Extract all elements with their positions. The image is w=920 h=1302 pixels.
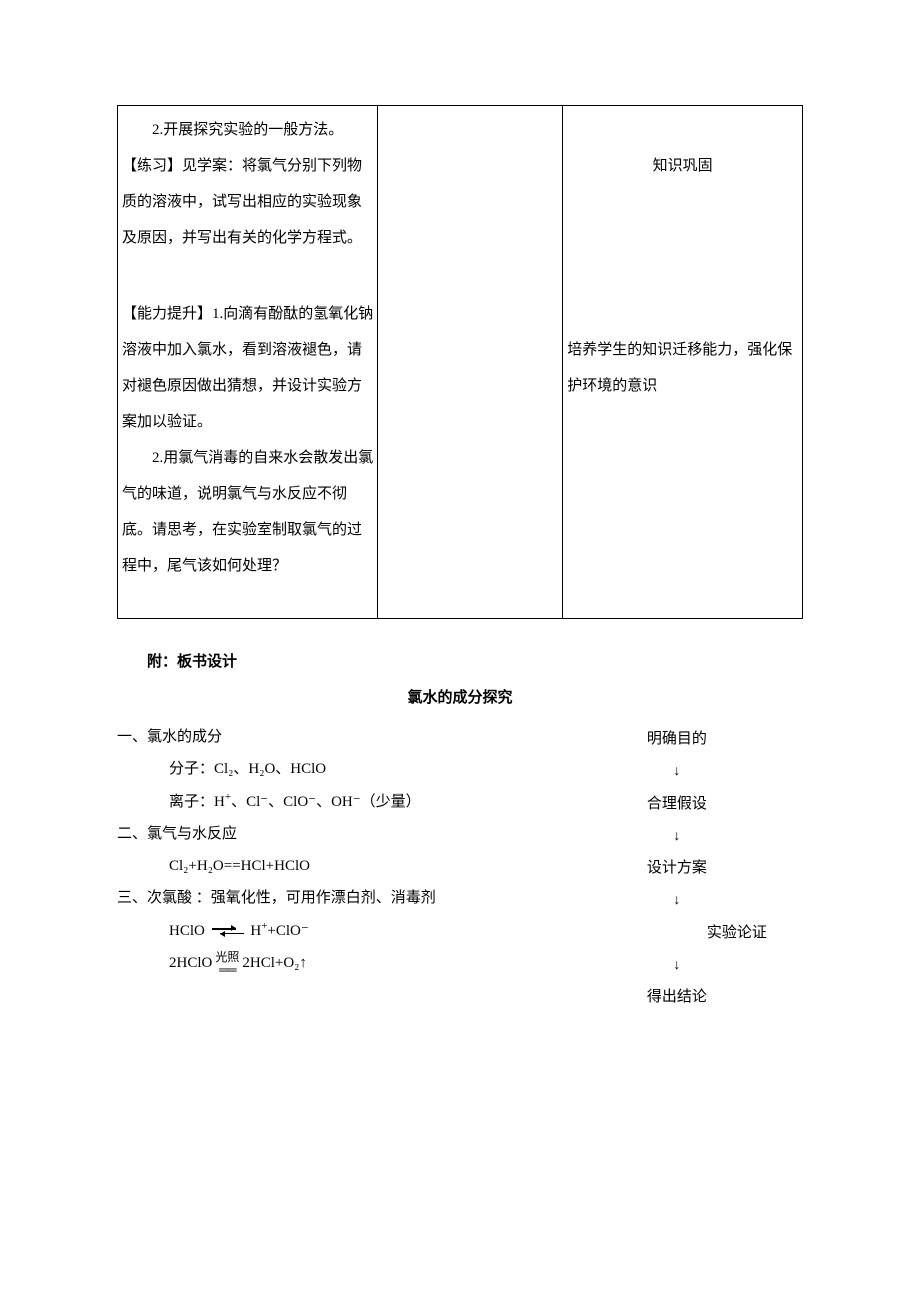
arrow-down-icon: ↓ [551, 949, 803, 981]
ions-line: 离子：H+、Cl⁻、ClO⁻、OH⁻（少量） [117, 786, 521, 818]
para-ability2: 2.用氯气消毒的自来水会散发出氯气的味道，说明氯气与水反应不彻底。请思考，在实验… [122, 440, 373, 584]
rxn3: 2HClO 光照 ══ 2HCl+O₂↑ [169, 947, 307, 979]
para-method: 2.开展探究实验的一般方法。 [122, 112, 373, 148]
molecules-line: 分子：Cl₂、H₂O、HClO [117, 753, 521, 785]
note-consolidate: 知识巩固 [567, 148, 798, 184]
section-2: 二、氯气与水反应 [117, 818, 521, 850]
spacer [567, 184, 798, 332]
spacer [122, 584, 373, 608]
label-practice: 【练习】 [122, 158, 182, 174]
arrow-down-icon: ↓ [551, 884, 803, 916]
col-student-activity [378, 106, 563, 619]
col-design-intent: 知识巩固 培养学生的知识迁移能力，强化保护环境的意识 [563, 106, 803, 619]
col-teacher-activity: 2.开展探究实验的一般方法。 【练习】见学案：将氯气分别下列物质的溶液中，试写出… [118, 106, 378, 619]
lesson-table: 2.开展探究实验的一般方法。 【练习】见学案：将氯气分别下列物质的溶液中，试写出… [117, 105, 803, 619]
section-1: 一、氯水的成分 [117, 721, 521, 753]
spacer [567, 112, 798, 148]
text-ability1: 1.向滴有酚酞的氢氧化钠溶液中加入氯水，看到溶液褪色，请对褪色原因做出猜想，并设… [122, 306, 373, 430]
step-1: 明确目的 [551, 723, 803, 755]
spacer [122, 256, 373, 296]
note-transfer: 培养学生的知识迁移能力，强化保护环境的意识 [567, 332, 798, 404]
board-title: 氯水的成分探究 [117, 683, 803, 713]
rxn2-rhs-post: +ClO⁻ [267, 923, 308, 939]
ions-post: 、Cl⁻、ClO⁻、OH⁻（少量） [231, 794, 421, 810]
equilibrium-arrow-icon [212, 926, 244, 936]
table-row: 2.开展探究实验的一般方法。 【练习】见学案：将氯气分别下列物质的溶液中，试写出… [118, 106, 803, 619]
label-ability: 【能力提升】 [122, 306, 212, 322]
step-2: 合理假设 [551, 788, 803, 820]
reaction-1: Cl₂+H₂O==HCl+HClO [117, 850, 521, 882]
step-3: 设计方案 [551, 852, 803, 884]
board-left: 一、氯水的成分 分子：Cl₂、H₂O、HClO 离子：H+、Cl⁻、ClO⁻、O… [117, 721, 521, 979]
reaction-3: 2HClO 光照 ══ 2HCl+O₂↑ [117, 947, 521, 980]
eq-sign: ══ [219, 963, 235, 976]
step-4: 实验论证 [551, 917, 803, 949]
board-right: 明确目的 ↓ 合理假设 ↓ 设计方案 ↓ 实验论证 ↓ 得出结论 [551, 721, 803, 1013]
rxn2-lhs: HClO [169, 923, 205, 939]
rxn3-rhs: 2HCl+O₂↑ [242, 947, 307, 979]
arrow-down-icon: ↓ [551, 820, 803, 852]
ions-pre: 离子：H [169, 794, 225, 810]
appendix-title: 附：板书设计 [117, 647, 803, 677]
rxn3-lhs: 2HClO [169, 947, 212, 979]
board-design: 一、氯水的成分 分子：Cl₂、H₂O、HClO 离子：H+、Cl⁻、ClO⁻、O… [117, 721, 803, 1013]
section-3: 三、次氯酸 ：强氧化性，可用作漂白剂、消毒剂 [117, 882, 521, 914]
para-practice: 【练习】见学案：将氯气分别下列物质的溶液中，试写出相应的实验现象及原因，并写出有… [122, 148, 373, 256]
arrow-down-icon: ↓ [551, 755, 803, 787]
step-5: 得出结论 [551, 981, 803, 1013]
light-condition: 光照 ══ [215, 951, 239, 976]
rxn2-rhs-pre: H [250, 923, 261, 939]
cond-label: 光照 [215, 951, 239, 963]
para-ability: 【能力提升】1.向滴有酚酞的氢氧化钠溶液中加入氯水，看到溶液褪色，请对褪色原因做… [122, 296, 373, 440]
reaction-2: HClO H++ClO⁻ [117, 915, 521, 947]
